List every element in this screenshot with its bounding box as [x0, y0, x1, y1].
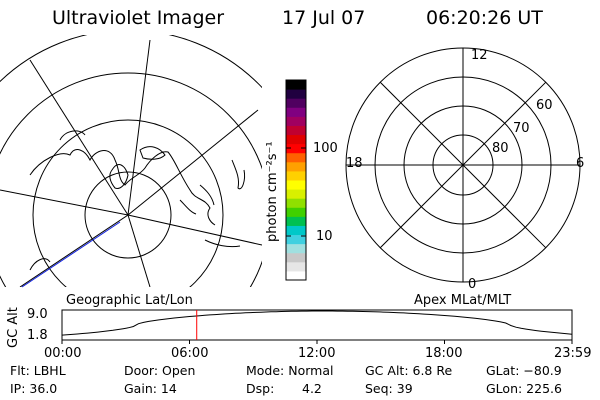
geographic-map — [0, 35, 262, 287]
date-label: 17 Jul 07 — [282, 7, 366, 29]
color-scale-segment — [286, 234, 306, 245]
x-tick-0600: 06:00 — [171, 346, 209, 361]
orbit-track — [21, 221, 121, 288]
altitude-plot — [61, 309, 573, 344]
time-label: 06:20:26 UT — [426, 7, 543, 29]
altitude-frame — [61, 309, 573, 341]
color-scale-segment — [286, 270, 306, 281]
ip-info: IP: 36.0 — [10, 381, 58, 396]
altitude-curve — [61, 310, 573, 336]
x-tick-0000: 00:00 — [44, 346, 82, 361]
color-scale-segment — [286, 180, 306, 190]
color-scale-segment — [286, 116, 306, 126]
color-scale-segment — [286, 243, 306, 254]
x-tick-2359: 23:59 — [554, 346, 592, 361]
gc-alt-info: GC Alt: 6.8 Re — [365, 363, 453, 378]
color-scale-segment — [286, 207, 306, 217]
color-scale-segment — [286, 161, 306, 172]
color-scale-segment — [286, 198, 306, 208]
apex-projection-label: Apex MLat/MLT — [414, 293, 512, 308]
color-scale-bar — [286, 80, 306, 281]
color-scale-segment — [286, 107, 306, 117]
mode-info: Mode: Normal — [246, 363, 334, 378]
lat-circle-60 — [0, 72, 262, 287]
color-scale-frame — [285, 79, 307, 281]
mlt-label-18: 18 — [346, 156, 363, 171]
door-info: Door: Open — [124, 363, 196, 378]
color-scale-segment — [286, 170, 306, 181]
glon-info: GLon: 225.6 — [486, 381, 562, 396]
mlt-label-0: 0 — [468, 277, 477, 292]
dsp-value: 4.2 — [302, 381, 322, 396]
x-tick-1200: 12:00 — [298, 346, 336, 361]
gain-info: Gain: 14 — [124, 381, 177, 396]
color-scale-segment — [286, 143, 306, 154]
color-scale-segment — [286, 216, 306, 226]
colorbar-tick-10: 10 — [316, 229, 333, 244]
color-scale-segment — [286, 80, 306, 90]
mlat-label-80: 80 — [492, 141, 509, 156]
color-scale-segment — [286, 225, 306, 236]
colorbar-unit-label: photon cm⁻²s⁻¹ — [265, 141, 280, 242]
altitude-ylabel: GC Alt — [6, 307, 21, 348]
glat-info: GLat: −80.9 — [486, 363, 562, 378]
geographic-projection-label: Geographic Lat/Lon — [66, 293, 193, 308]
color-scale-segment — [286, 261, 306, 272]
color-scale-segment — [286, 189, 306, 199]
mlt-label-12: 12 — [471, 48, 488, 63]
mlt-label-6: 6 — [576, 156, 585, 171]
seq-info: Seq: 39 — [365, 381, 413, 396]
mlat-label-70: 70 — [513, 121, 530, 136]
altitude-ymin: 1.8 — [27, 328, 48, 343]
mlat-label-60: 60 — [536, 98, 553, 113]
altitude-ymax: 9.0 — [27, 307, 48, 322]
dsp-label: Dsp: — [246, 381, 275, 396]
colorbar-tick-100: 100 — [313, 141, 338, 156]
color-scale-segment — [286, 252, 306, 263]
color-scale-segment — [286, 152, 306, 163]
color-scale-segment — [286, 134, 306, 145]
filter-info: Flt: LBHL — [10, 363, 66, 378]
apex-polar-grid — [345, 47, 581, 283]
lat-circle-80 — [84, 171, 172, 259]
lat-circle-70 — [32, 119, 224, 287]
instrument-title: Ultraviolet Imager — [52, 7, 225, 29]
x-tick-1800: 18:00 — [425, 346, 463, 361]
color-scale-segment — [286, 89, 306, 99]
color-scale-segment — [286, 98, 306, 108]
color-scale-segment — [286, 125, 306, 136]
